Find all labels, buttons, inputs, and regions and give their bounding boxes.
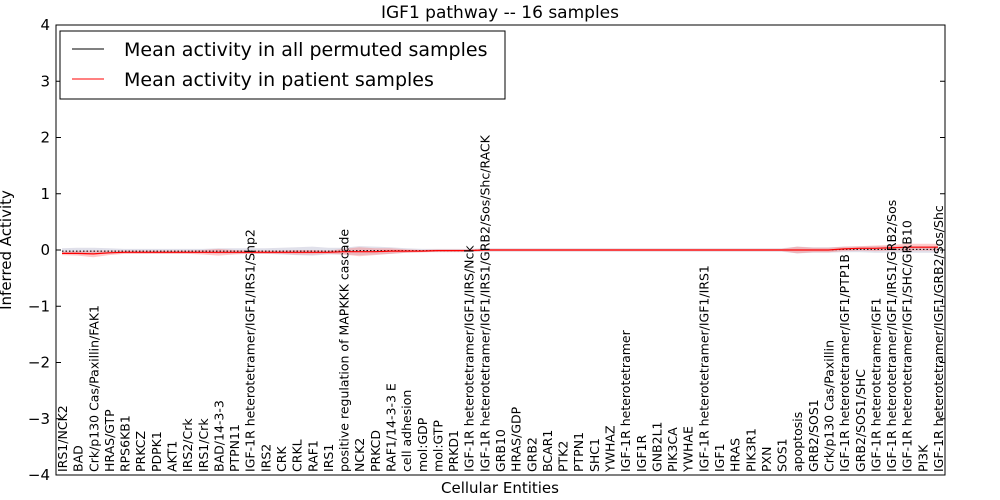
x-tick-label: IRS2/Crk — [180, 418, 195, 472]
x-tick-label: PDPK1 — [149, 431, 164, 472]
x-tick-label: IGF-1R heterotetramer/IGF1/GRB2/Sos/Shc — [931, 205, 946, 472]
x-tick-label: IGF-1R heterotetramer/IGF1/PTP1B — [837, 254, 852, 472]
x-tick-label: IGF-1R heterotetramer/IGF1/IRS1/GRB2/Sos — [884, 200, 899, 472]
x-tick-label: mol:GTP — [430, 420, 445, 472]
x-tick-label: PRKCZ — [133, 431, 148, 472]
y-tick-label: 4 — [40, 16, 50, 34]
x-tick-label: positive regulation of MAPKKK cascade — [337, 229, 352, 472]
x-tick-label: IRS1/Crk — [196, 418, 211, 472]
x-tick-label: BAD — [71, 445, 86, 472]
chart-title: IGF1 pathway -- 16 samples — [381, 3, 619, 23]
x-tick-label: PXN — [759, 447, 774, 472]
x-tick-label: GNB2L1 — [649, 421, 664, 471]
x-tick-label: GRB10 — [493, 429, 508, 472]
x-tick-label: CRKL — [290, 439, 305, 472]
y-tick-label: 2 — [40, 129, 50, 147]
y-axis-title: Inferred Activity — [0, 190, 15, 310]
x-tick-label: Crk/p130 Cas/Paxillin — [822, 340, 837, 472]
x-tick-label: YWHAZ — [603, 425, 618, 473]
legend-box — [59, 30, 506, 100]
x-tick-label: IGF-1R heterotetramer — [618, 329, 633, 472]
x-tick-label: PI3K — [915, 444, 930, 472]
y-tick-label: −4 — [28, 466, 50, 484]
legend: Mean activity in all permuted samples Me… — [59, 30, 506, 100]
x-tick-label: apoptosis — [790, 412, 805, 472]
permuted-band — [62, 246, 938, 256]
x-tick-label: PIK3CA — [665, 427, 680, 472]
x-tick-label: mol:GDP — [415, 417, 430, 472]
x-tick-label: PIK3R1 — [743, 428, 758, 472]
x-tick-label: IGF1 — [712, 443, 727, 472]
x-tick-label: SHC1 — [587, 438, 602, 472]
x-tick-label: HRAS — [728, 438, 743, 472]
x-tick-label: IRS1/NCK2 — [55, 405, 70, 472]
x-tick-label: IRS1 — [321, 444, 336, 472]
x-tick-label: Crk/p130 Cas/Paxillin/FAK1 — [86, 305, 101, 472]
x-tick-label: RAF1 — [305, 440, 320, 472]
x-tick-label: HRAS/GTP — [102, 409, 117, 472]
x-tick-label: PRKCD — [368, 430, 383, 472]
y-tick-label: −3 — [28, 410, 50, 428]
legend-label-permuted: Mean activity in all permuted samples — [124, 39, 487, 61]
x-tick-label: PRKD1 — [446, 430, 461, 472]
y-tick-label: −2 — [28, 354, 50, 372]
x-tick-label: IGF-1R heterotetramer/IGF1/IRS1 — [696, 265, 711, 472]
x-tick-label: PTK2 — [556, 441, 571, 472]
x-axis-title: Cellular Entities — [441, 479, 559, 497]
y-axis: 4 3 2 1 0 −1 −2 −3 −4 — [28, 16, 945, 484]
x-tick-label: GRB2/SOS1 — [806, 399, 821, 472]
x-tick-label: NCK2 — [352, 438, 367, 472]
x-tick-label: GRB2 — [524, 437, 539, 472]
x-tick-label: RAF1/14-3-3 E — [384, 383, 399, 472]
x-tick-label: BCAR1 — [540, 430, 555, 472]
x-tick-label: IGF-1R heterotetramer/IGF1/IRS/Nck — [462, 245, 477, 472]
x-tick-label: PTPN11 — [227, 424, 242, 472]
x-tick-label: AKT1 — [165, 441, 180, 472]
x-tick-label: CRK — [274, 446, 289, 472]
series-lines — [62, 246, 938, 255]
y-tick-label: 1 — [40, 185, 50, 203]
x-tick-label: BAD/14-3-3 — [211, 400, 226, 472]
x-tick-label: PTPN1 — [571, 432, 586, 472]
x-tick-label: IGF-1R heterotetramer/IGF1 — [868, 298, 883, 472]
x-tick-label: IGF-1R heterotetramer/IGF1/IRS1/Shp2 — [243, 229, 258, 472]
x-tick-label: HRAS/GDP — [509, 406, 524, 472]
x-tick-label: GRB2/SOS1/SHC — [853, 369, 868, 472]
x-axis-labels: IRS1/NCK2 BAD Crk/p130 Cas/Paxillin/FAK1 HR… — [55, 134, 946, 473]
series-line-patient — [62, 246, 938, 255]
x-tick-label: YWHAE — [681, 426, 696, 473]
x-tick-label: IGF-1R heterotetramer/IGF1/SHC/GRB10 — [900, 220, 915, 472]
x-tick-label: cell adhesion — [399, 390, 414, 472]
x-tick-label: IGF1R — [634, 434, 649, 472]
y-tick-label: 0 — [40, 241, 50, 259]
y-tick-label: 3 — [40, 72, 50, 90]
legend-label-patient: Mean activity in patient samples — [124, 69, 434, 91]
x-tick-label: IGF-1R heterotetramer/IGF1/IRS1/GRB2/Sos… — [477, 134, 492, 472]
y-tick-label: −1 — [28, 297, 50, 315]
x-tick-label: IRS2 — [258, 444, 273, 472]
x-tick-label: SOS1 — [775, 438, 790, 472]
x-tick-label: RPS6KB1 — [118, 415, 133, 472]
